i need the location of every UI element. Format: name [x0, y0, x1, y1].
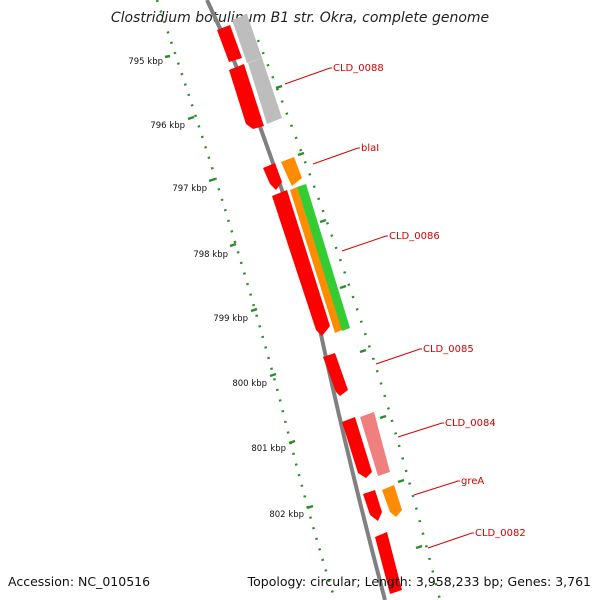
scale-dotted-line	[155, 0, 337, 600]
gene-cld-0082	[375, 532, 402, 594]
scale-label-802: 802 kbp	[269, 510, 304, 520]
gene-features	[217, 14, 402, 594]
gene-cld-0085	[323, 353, 348, 396]
scale-label-799: 799 kbp	[213, 314, 248, 324]
gene-label-cld-0084: CLD_0084	[445, 418, 496, 429]
accession-text: Accession: NC_010516	[8, 574, 150, 589]
scale-label-796: 796 kbp	[150, 121, 185, 131]
gene-red-top	[217, 25, 242, 62]
scale-labels: 795 kbp 796 kbp 797 kbp 798 kbp 799 kbp …	[128, 57, 304, 520]
gene-cld-0088-red	[229, 64, 264, 129]
gene-label-cld-0085: CLD_0085	[423, 344, 474, 355]
gene-label-cld-0082: CLD_0082	[475, 528, 526, 539]
scale-label-798: 798 kbp	[193, 250, 228, 260]
gene-small-red	[263, 163, 282, 190]
topology-text: Topology: circular; Length: 3,958,233 bp…	[247, 574, 591, 589]
gene-red-grea-left	[363, 490, 382, 521]
gene-gray-top	[232, 14, 262, 63]
map-title: Clostridium botulinum B1 str. Okra, comp…	[111, 10, 489, 26]
gene-red-0084-left	[342, 417, 372, 478]
gene-label-cld-0086: CLD_0086	[389, 231, 440, 242]
gene-cld-0086-orange	[290, 187, 342, 333]
gene-label-grea: greA	[461, 476, 484, 487]
scale-label-797: 797 kbp	[172, 184, 207, 194]
gene-labels: CLD_0088 blaI CLD_0086 CLD_0085 CLD_0084…	[333, 63, 526, 539]
scale-label-795: 795 kbp	[128, 57, 163, 67]
gene-blai	[281, 157, 302, 186]
gene-cld-0086-green	[297, 184, 350, 331]
scale-label-800: 800 kbp	[232, 379, 267, 389]
gene-grea	[382, 485, 402, 517]
gene-label-cld-0088: CLD_0088	[333, 63, 384, 74]
scale-ticks	[164, 54, 314, 510]
gene-long-red	[272, 190, 330, 336]
scale-label-801: 801 kbp	[251, 444, 286, 454]
gene-label-blai: blaI	[361, 143, 379, 154]
gene-label-lines	[284, 67, 474, 549]
gene-cld-0088-gray	[248, 58, 282, 124]
gene-cld-0084	[360, 412, 390, 476]
outer-ticks	[275, 84, 423, 550]
